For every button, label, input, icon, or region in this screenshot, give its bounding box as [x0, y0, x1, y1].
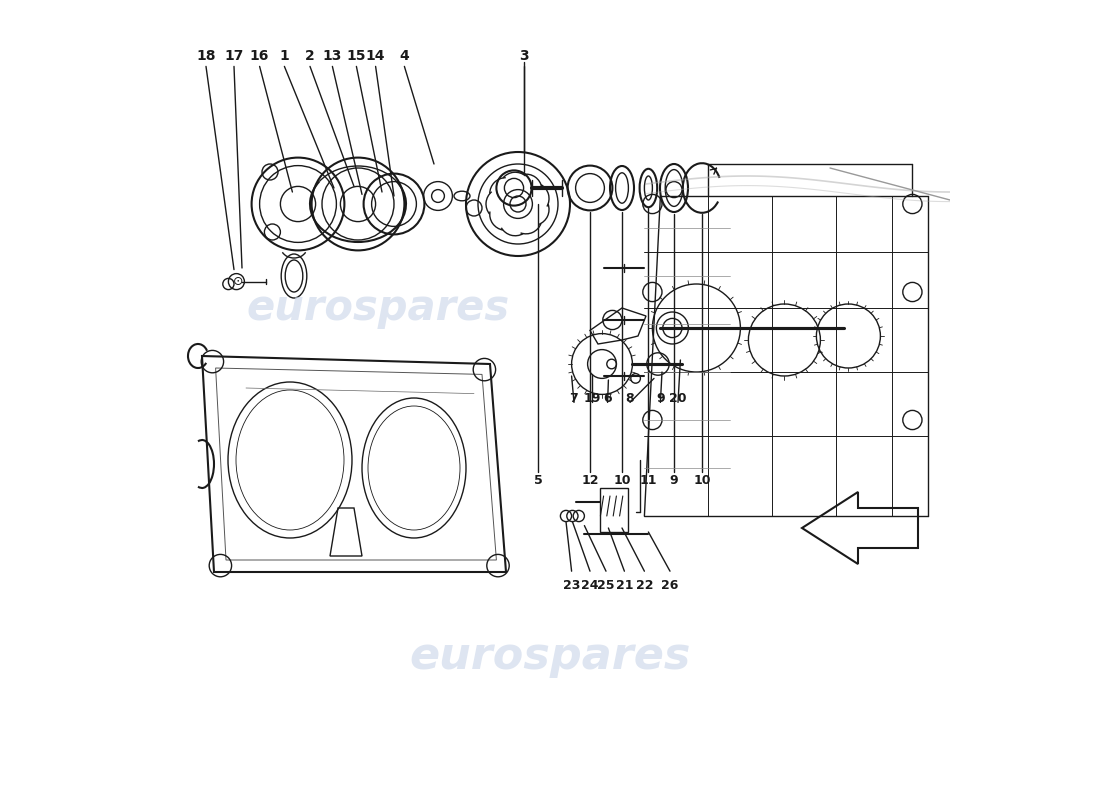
Text: 19: 19 [584, 392, 601, 405]
Text: 3: 3 [519, 49, 529, 63]
Text: 7: 7 [570, 392, 579, 405]
Text: 16: 16 [250, 49, 270, 63]
Text: 20: 20 [669, 392, 686, 405]
Text: 21: 21 [616, 579, 634, 592]
Text: ⊙: ⊙ [233, 275, 243, 288]
Text: 14: 14 [366, 49, 385, 63]
Text: 10: 10 [614, 474, 630, 486]
Text: eurospares: eurospares [409, 634, 691, 678]
Text: 26: 26 [661, 579, 679, 592]
Text: 12: 12 [581, 474, 598, 486]
Text: 25: 25 [597, 579, 615, 592]
Text: 2: 2 [305, 49, 315, 63]
Text: eurospares: eurospares [246, 287, 509, 329]
Text: 24: 24 [581, 579, 598, 592]
Text: 9: 9 [656, 392, 664, 405]
Text: 18: 18 [196, 49, 216, 63]
Text: 13: 13 [322, 49, 342, 63]
Text: 17: 17 [224, 49, 244, 63]
Text: 6: 6 [603, 392, 612, 405]
Text: 9: 9 [670, 474, 679, 486]
Text: 8: 8 [626, 392, 635, 405]
Text: 4: 4 [399, 49, 409, 63]
Text: 10: 10 [693, 474, 711, 486]
Text: 23: 23 [563, 579, 581, 592]
Text: 11: 11 [640, 474, 657, 486]
Text: 1: 1 [279, 49, 289, 63]
Text: 22: 22 [636, 579, 653, 592]
Text: 15: 15 [346, 49, 366, 63]
Text: 5: 5 [534, 474, 542, 486]
